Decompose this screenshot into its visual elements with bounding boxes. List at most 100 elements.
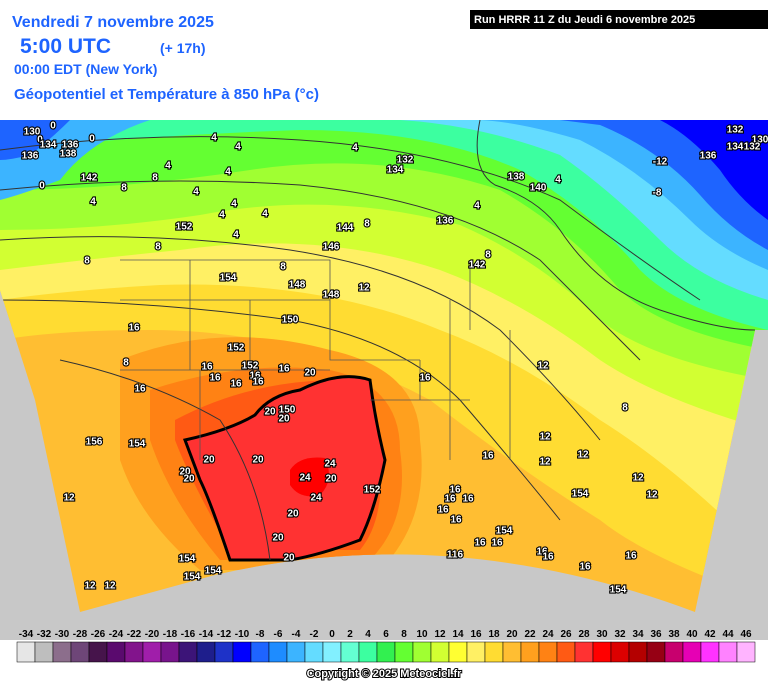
colorbar-tick-label: -30 bbox=[55, 629, 70, 640]
contour-label: 8 bbox=[84, 256, 90, 267]
contour-label: 134 bbox=[387, 165, 404, 176]
color-swatch bbox=[430, 641, 450, 663]
contour-label: 16 bbox=[128, 323, 140, 334]
color-swatch bbox=[376, 641, 396, 663]
colorbar-tick-label: 36 bbox=[650, 629, 662, 640]
colorbar-tick-label: 44 bbox=[722, 629, 734, 640]
colorbar-tick-label: 0 bbox=[329, 629, 335, 640]
contour-label: 0 bbox=[37, 135, 43, 146]
contour-label: 20 bbox=[272, 533, 284, 544]
contour-label: 16 bbox=[536, 547, 548, 558]
contour-label: 16 bbox=[437, 505, 449, 516]
contour-label: 154 bbox=[220, 273, 237, 284]
contour-label: 4 bbox=[474, 201, 480, 212]
contour-label: 136 bbox=[62, 140, 79, 151]
contour-label: 154 bbox=[184, 572, 201, 583]
contour-label: 12 bbox=[537, 361, 549, 372]
contour-label: 150 bbox=[282, 315, 299, 326]
colorbar-tick-label: 22 bbox=[524, 629, 536, 640]
colorbar-tick-label: -24 bbox=[109, 629, 124, 640]
contour-label: 12 bbox=[632, 473, 644, 484]
contour-label: 16 bbox=[482, 451, 494, 462]
color-swatch bbox=[358, 641, 378, 663]
contour-label: 148 bbox=[289, 280, 306, 291]
contour-label: 130 bbox=[24, 127, 41, 138]
contour-label: 4 bbox=[90, 197, 96, 208]
contour-label: 20 bbox=[179, 467, 191, 478]
color-swatch bbox=[178, 641, 198, 663]
colorbar-tick-label: -14 bbox=[199, 629, 214, 640]
contour-label: 8 bbox=[155, 242, 161, 253]
color-swatch bbox=[538, 641, 558, 663]
color-swatch bbox=[250, 641, 270, 663]
color-swatch bbox=[682, 641, 702, 663]
contour-label: 12 bbox=[358, 283, 370, 294]
color-swatch bbox=[34, 641, 54, 663]
contour-label: 0 bbox=[39, 181, 45, 192]
colorbar-tick-label: 4 bbox=[365, 629, 371, 640]
date: Vendredi 7 novembre 2025 bbox=[12, 14, 214, 31]
color-swatch bbox=[286, 641, 306, 663]
colorbar-tick-label: 12 bbox=[434, 629, 446, 640]
color-swatch bbox=[268, 641, 288, 663]
time-utc: 5:00 UTC bbox=[20, 35, 111, 58]
contour-label: 16 bbox=[419, 373, 431, 384]
colorbar-tick-label: -10 bbox=[235, 629, 250, 640]
contour-label: 4 bbox=[555, 175, 561, 186]
contour-label: 16 bbox=[449, 485, 461, 496]
colorbar-tick-label: -2 bbox=[310, 629, 319, 640]
colorbar-tick-label: 30 bbox=[596, 629, 608, 640]
colorbar-tick-label: -12 bbox=[217, 629, 232, 640]
color-swatch bbox=[574, 641, 594, 663]
contour-label: 132 bbox=[744, 142, 761, 153]
contour-label: 144 bbox=[337, 223, 354, 234]
contour-label: 4 bbox=[193, 187, 199, 198]
color-swatch bbox=[448, 641, 468, 663]
colorbar-tick-label: -22 bbox=[127, 629, 142, 640]
contour-label: 12 bbox=[539, 457, 551, 468]
colorbar-tick-label: 38 bbox=[668, 629, 680, 640]
color-swatch bbox=[142, 641, 162, 663]
contour-label: 16 bbox=[474, 538, 486, 549]
contour-label: 16 bbox=[542, 552, 554, 563]
contour-label: 16 bbox=[278, 364, 290, 375]
contour-label: 134 bbox=[40, 140, 57, 151]
colorbar-tick-label: -26 bbox=[91, 629, 106, 640]
color-swatch bbox=[610, 641, 630, 663]
time-local: 00:00 EDT (New York) bbox=[14, 61, 157, 77]
contour-label: 4 bbox=[211, 133, 217, 144]
contour-label: 4 bbox=[262, 209, 268, 220]
contour-label: 0 bbox=[50, 121, 56, 132]
color-swatch bbox=[484, 641, 504, 663]
contour-label: -8 bbox=[653, 188, 662, 199]
contour-label: 16 bbox=[209, 373, 221, 384]
color-swatch bbox=[70, 641, 90, 663]
colorbar-tick-label: 2 bbox=[347, 629, 353, 640]
color-swatch bbox=[700, 641, 720, 663]
run-info: Run HRRR 11 Z du Jeudi 6 novembre 2025 bbox=[474, 14, 695, 26]
colorbar-tick-label: 28 bbox=[578, 629, 590, 640]
colorbar-tick-label: 6 bbox=[383, 629, 389, 640]
contour-label: 152 bbox=[364, 485, 381, 496]
contour-label: 4 bbox=[231, 199, 237, 210]
contour-label: 24 bbox=[310, 493, 322, 504]
contour-label: 20 bbox=[203, 455, 215, 466]
contour-label: 142 bbox=[81, 173, 98, 184]
contour-label: 154 bbox=[572, 489, 589, 500]
color-swatch bbox=[196, 641, 216, 663]
colorbar-tick-label: 32 bbox=[614, 629, 626, 640]
color-swatch bbox=[556, 641, 576, 663]
contour-label: 4 bbox=[225, 167, 231, 178]
color-swatch bbox=[304, 641, 324, 663]
contour-label: 154 bbox=[496, 526, 513, 537]
contour-label: 12 bbox=[84, 581, 96, 592]
color-swatch bbox=[502, 641, 522, 663]
colorbar-tick-label: 42 bbox=[704, 629, 716, 640]
contour-label: 8 bbox=[622, 403, 628, 414]
contour-label: 136 bbox=[437, 216, 454, 227]
contour-label: 4 bbox=[165, 161, 171, 172]
contour-label: 150 bbox=[279, 405, 296, 416]
contour-label: 134 bbox=[727, 142, 744, 153]
contour-label: 24 bbox=[299, 473, 311, 484]
